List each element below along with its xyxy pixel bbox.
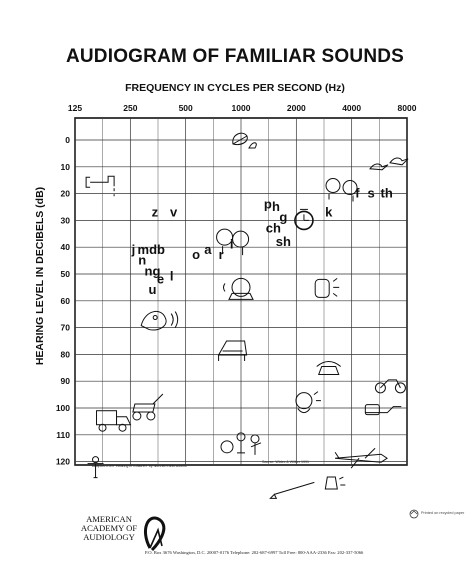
- plot-grid: [74, 117, 408, 466]
- x-tick-label: 8000: [398, 103, 417, 113]
- siren-icon: [324, 476, 346, 490]
- speech-sound-label: n: [138, 253, 146, 268]
- clock-ticking-icon: [294, 208, 314, 231]
- speech-sound-label: ch: [266, 220, 281, 235]
- speech-sound-label: f: [355, 186, 360, 201]
- rifle-icon: [269, 481, 315, 499]
- recycle-note: Printed on recycled paper: [421, 511, 465, 515]
- y-tick-label: 0: [65, 135, 70, 145]
- refrigerator-humming-icon: [223, 277, 254, 300]
- speech-sound-label: z: [152, 204, 159, 219]
- x-tick-label: 250: [123, 103, 137, 113]
- speech-sound-label: ng: [145, 263, 161, 278]
- speech-sound-label: l: [170, 269, 174, 284]
- lawn-mower-icon: [132, 393, 164, 421]
- speech-sound-label: g: [279, 210, 287, 225]
- telephone-icon: [316, 360, 342, 375]
- credit-note-right: Source: Widex & Wilber 1991: [262, 460, 309, 464]
- motorcycle-icon: [374, 379, 406, 394]
- speech-sound-label: r: [219, 247, 224, 262]
- footer-address: P.O. Box 3676 Washington, D.C. 20007-017…: [145, 550, 364, 555]
- x-tick-label: 125: [68, 103, 82, 113]
- speech-sound-label: a: [204, 242, 212, 257]
- jackhammer-icon: [87, 456, 104, 479]
- speech-sound-label: mdb: [138, 242, 166, 257]
- speech-sound-label: o: [192, 247, 200, 262]
- birds-chirping-icon: [369, 157, 409, 171]
- speech-sound-label: p: [264, 196, 272, 211]
- y-tick-label: 120: [56, 457, 70, 467]
- speech-sound-label: i: [230, 237, 234, 252]
- music-band-icon: [220, 432, 262, 455]
- org-line-2: ACADEMY OF: [80, 523, 138, 533]
- chart-title: AUDIOGRAM OF FAMILIAR SOUNDS: [65, 46, 405, 67]
- y-tick-label: 70: [61, 323, 71, 333]
- piano-icon: [217, 340, 248, 362]
- x-tick-label: 2000: [287, 103, 306, 113]
- y-tick-label: 110: [56, 430, 70, 440]
- speech-sound-label: th: [381, 186, 393, 201]
- sound-source-icons: [85, 132, 409, 499]
- people-talking-icon: [216, 228, 250, 256]
- baby-crying-icon: [295, 391, 321, 414]
- org-logo-text: AMERICAN ACADEMY OF AUDIOLOGY: [74, 515, 144, 542]
- speech-sound-label: k: [325, 204, 333, 219]
- telephone-ringing-icon: [314, 277, 340, 298]
- truck-icon: [96, 410, 132, 432]
- x-tick-label: 4000: [342, 103, 361, 113]
- y-tick-label: 80: [61, 349, 71, 359]
- org-line-3: AUDIOLOGY: [83, 532, 135, 542]
- y-tick-label: 90: [61, 376, 71, 386]
- speech-sound-label: h: [272, 199, 280, 214]
- y-tick-label: 20: [61, 189, 71, 199]
- credit-note-left: Adapted from "Hearing in Children" by No…: [92, 464, 187, 468]
- leaves-rustling-icon: [232, 132, 257, 149]
- jet-plane-icon: [334, 447, 388, 469]
- x-tick-label: 1000: [232, 103, 251, 113]
- x-axis-label: FREQUENCY IN CYCLES PER SECOND (Hz): [125, 82, 345, 94]
- org-line-1: AMERICAN: [86, 514, 132, 524]
- dripping-faucet-icon: [85, 175, 115, 197]
- y-tick-label: 10: [61, 162, 71, 172]
- x-tick-label: 500: [179, 103, 193, 113]
- chainsaw-icon: [364, 404, 402, 416]
- y-tick-label: 60: [61, 296, 71, 306]
- speech-sound-label: u: [149, 282, 157, 297]
- dog-barking-icon: [140, 310, 179, 331]
- recycle-icon: [409, 509, 419, 519]
- speech-sound-label: sh: [276, 234, 291, 249]
- people-whispering-icon: [325, 178, 358, 202]
- speech-sound-label: s: [367, 186, 374, 201]
- x-tick-labels: 125 250 500 1000 2000 4000 8000: [68, 103, 417, 113]
- speech-sound-label: e: [157, 271, 164, 286]
- y-tick-label: 40: [61, 242, 71, 252]
- y-tick-label: 30: [61, 215, 71, 225]
- speech-sound-label: j: [131, 242, 136, 257]
- y-tick-label: 100: [56, 403, 70, 413]
- aaa-logo-icon: [144, 516, 166, 552]
- speech-sound-label: v: [170, 204, 178, 219]
- y-tick-labels: 0 10 20 30 40 50 60 70 80 90 100 110 120: [56, 135, 70, 467]
- y-tick-label: 50: [61, 269, 71, 279]
